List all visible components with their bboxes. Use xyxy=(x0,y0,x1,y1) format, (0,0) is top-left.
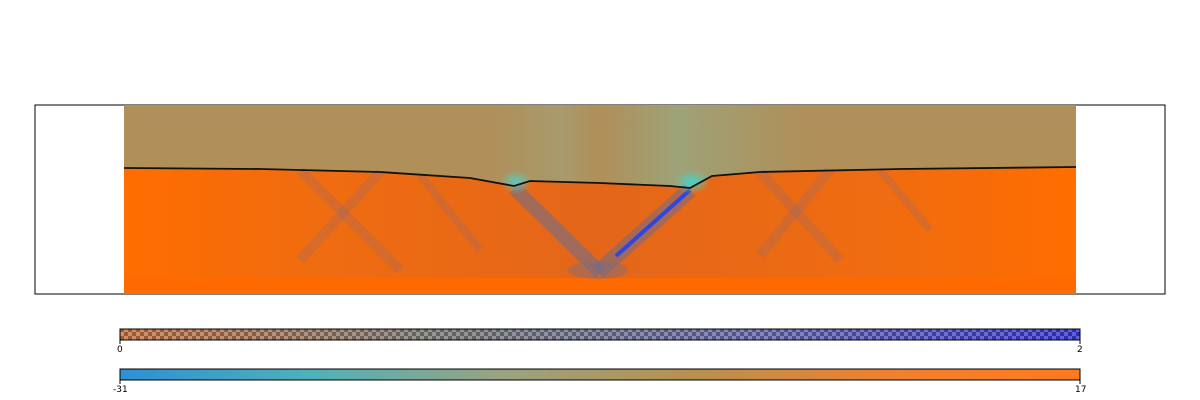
field-colorbar-border xyxy=(119,368,1081,381)
right-wave-band xyxy=(614,188,692,258)
interface-colorbar-max-label: 2 xyxy=(1077,345,1083,355)
left-kink-glow xyxy=(500,170,532,194)
wave-intersection xyxy=(568,261,628,279)
right-kink-glow xyxy=(674,170,710,194)
shock-reflections xyxy=(296,166,934,274)
lower-fluid-region xyxy=(124,167,1076,294)
field-colorbar-min-label: -31 xyxy=(113,385,128,395)
field-colorbar xyxy=(119,368,1081,384)
interface-colorbar-min-label: 0 xyxy=(117,345,123,355)
bottom-band xyxy=(124,278,1076,294)
interface-colorbar xyxy=(119,328,1081,344)
field-colorbar-fill xyxy=(120,369,1080,380)
simulation-domain xyxy=(124,105,1076,294)
interface-line xyxy=(124,166,1076,189)
field-colorbar-max-label: 17 xyxy=(1075,385,1087,395)
left-wave-band xyxy=(509,182,605,278)
interface-colorbar-border xyxy=(119,328,1081,341)
interface-colorbar-checker xyxy=(120,329,1080,340)
